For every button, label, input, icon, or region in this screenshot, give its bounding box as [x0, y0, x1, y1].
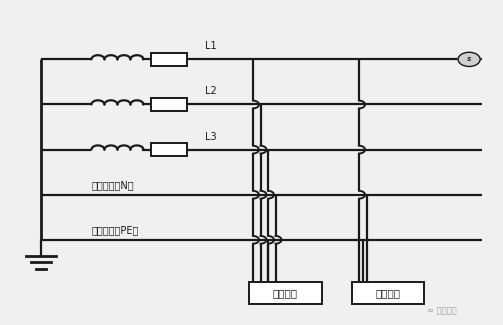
- Text: L3: L3: [206, 132, 217, 142]
- Circle shape: [458, 52, 480, 67]
- Text: L1: L1: [206, 41, 217, 51]
- Text: ≈ 电力实驿: ≈ 电力实驿: [427, 306, 456, 315]
- Text: 三相设备: 三相设备: [273, 288, 298, 298]
- Bar: [151, 98, 187, 110]
- Text: 保护零线（PE）: 保护零线（PE）: [92, 225, 139, 235]
- Text: S: S: [467, 57, 471, 62]
- Text: 工作零线（N）: 工作零线（N）: [92, 180, 134, 190]
- Text: L2: L2: [206, 86, 217, 97]
- Bar: [249, 282, 321, 304]
- Bar: [352, 282, 424, 304]
- Text: 单相设备: 单相设备: [375, 288, 400, 298]
- Bar: [151, 144, 187, 156]
- Bar: [151, 53, 187, 66]
